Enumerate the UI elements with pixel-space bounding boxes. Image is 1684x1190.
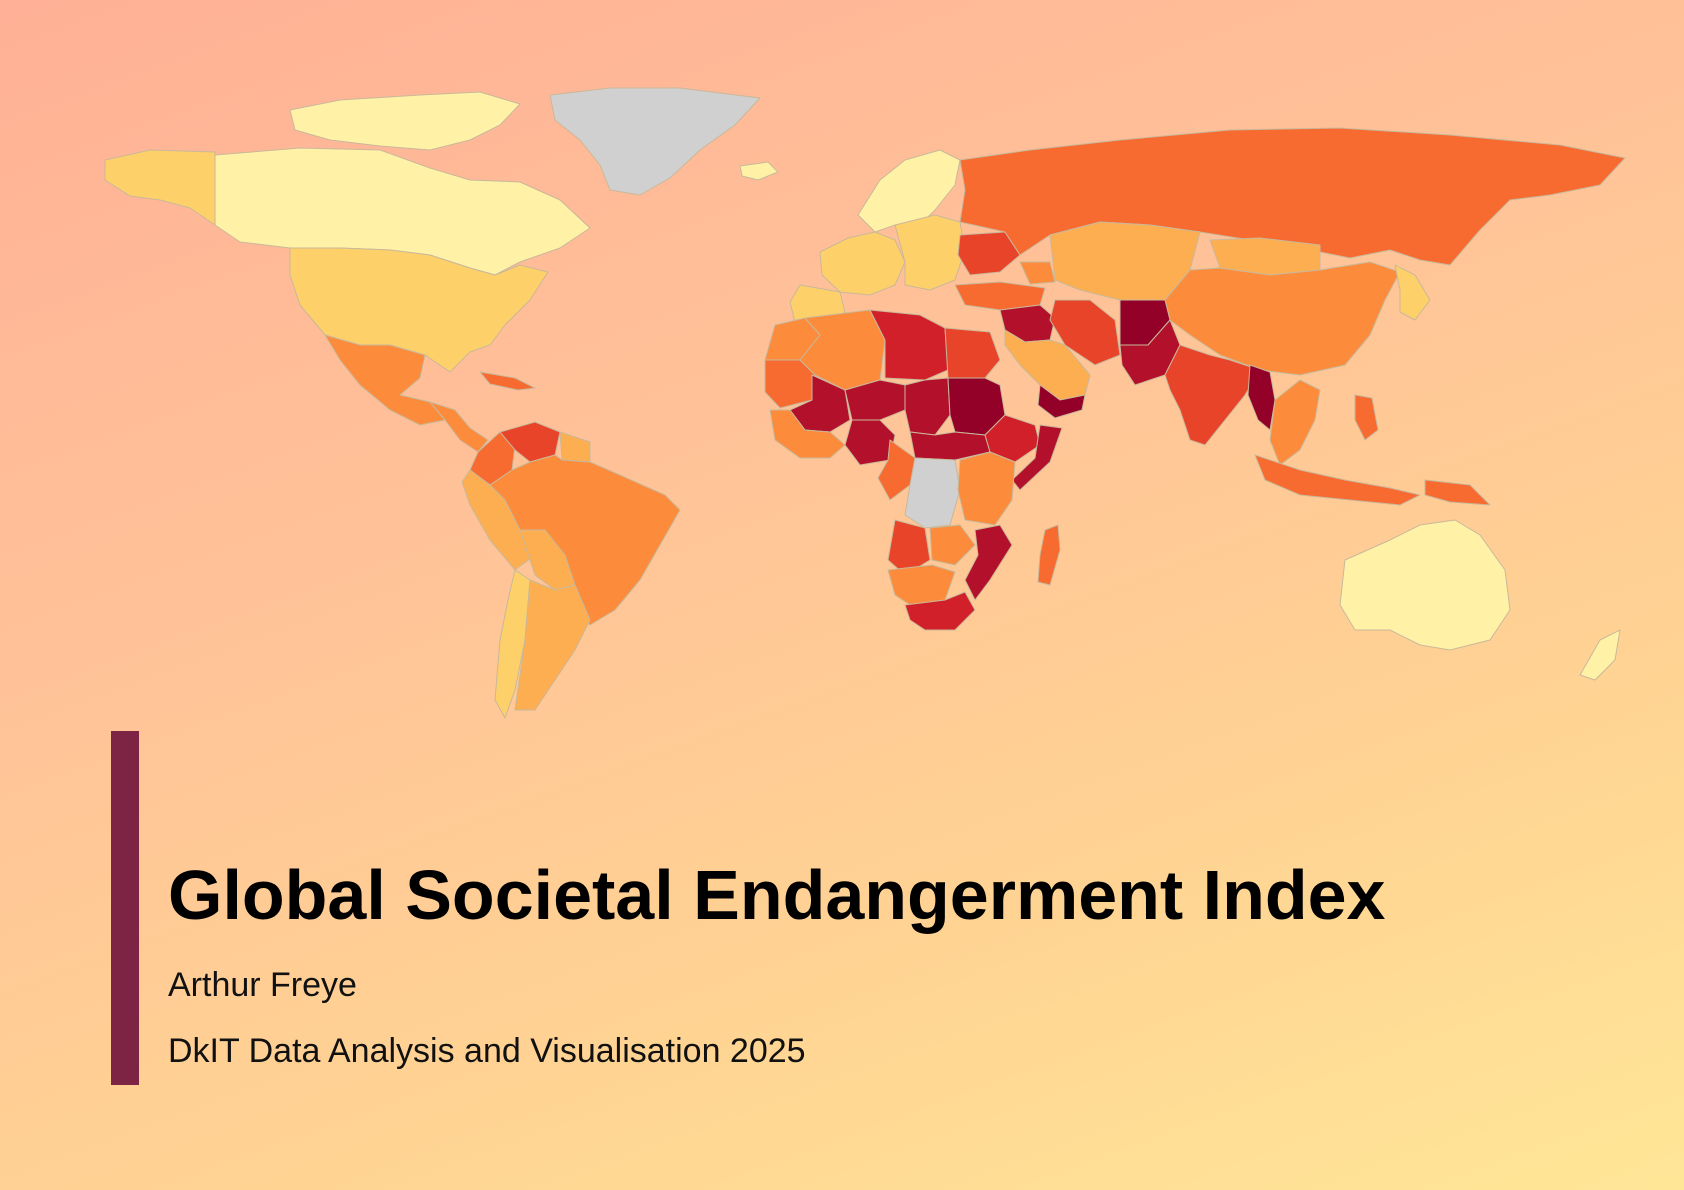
region-eastern-europe: [894, 214, 966, 291]
region-arctic-archipelago: [289, 91, 521, 151]
region-kenya-tanzania: [957, 451, 1016, 526]
region-iceland: [739, 161, 779, 181]
page-title: Global Societal Endangerment Index: [168, 856, 1386, 934]
region-myanmar: [1247, 364, 1276, 431]
region-new-zealand: [1579, 629, 1621, 681]
region-caribbean: [479, 371, 536, 391]
world-choropleth-map: [104, 87, 1626, 719]
region-nigeria: [844, 419, 896, 466]
region-chad: [904, 377, 951, 436]
region-yemen: [1037, 384, 1086, 419]
region-alaska: [104, 149, 216, 226]
region-papua-new-guinea: [1424, 479, 1491, 506]
region-philippines: [1354, 394, 1379, 441]
region-libya: [869, 309, 949, 381]
map-regions: [104, 87, 1626, 719]
region-mozambique: [964, 524, 1013, 601]
region-mauritania: [764, 359, 816, 409]
region-namibia-botswana: [887, 564, 956, 606]
region-egypt: [944, 327, 1001, 379]
region-greenland: [549, 87, 761, 196]
region-australia: [1339, 519, 1511, 651]
accent-bar: [111, 731, 139, 1085]
region-india: [1164, 344, 1261, 446]
region-russia: [959, 127, 1626, 266]
region-south-africa: [904, 591, 976, 631]
region-korea-japan: [1394, 264, 1431, 321]
region-central-america: [429, 401, 489, 453]
author-name: Arthur Freye: [168, 966, 357, 1004]
region-guianas: [559, 431, 591, 463]
region-argentina-uruguay: [514, 579, 591, 711]
region-iran: [1049, 299, 1121, 366]
region-dr-congo: [904, 457, 961, 529]
region-mainland-southeast-asia: [1269, 379, 1321, 466]
region-madagascar: [1037, 524, 1061, 586]
course-subtitle: DkIT Data Analysis and Visualisation 202…: [168, 1032, 806, 1070]
region-somalia: [1011, 424, 1063, 491]
region-west-africa-coast: [769, 409, 846, 459]
region-indonesia: [1254, 454, 1421, 506]
region-caucasus: [1019, 261, 1056, 285]
region-china: [1164, 261, 1401, 376]
region-western-europe: [819, 231, 906, 296]
region-scandinavia: [857, 149, 961, 233]
region-zambia: [929, 524, 976, 566]
